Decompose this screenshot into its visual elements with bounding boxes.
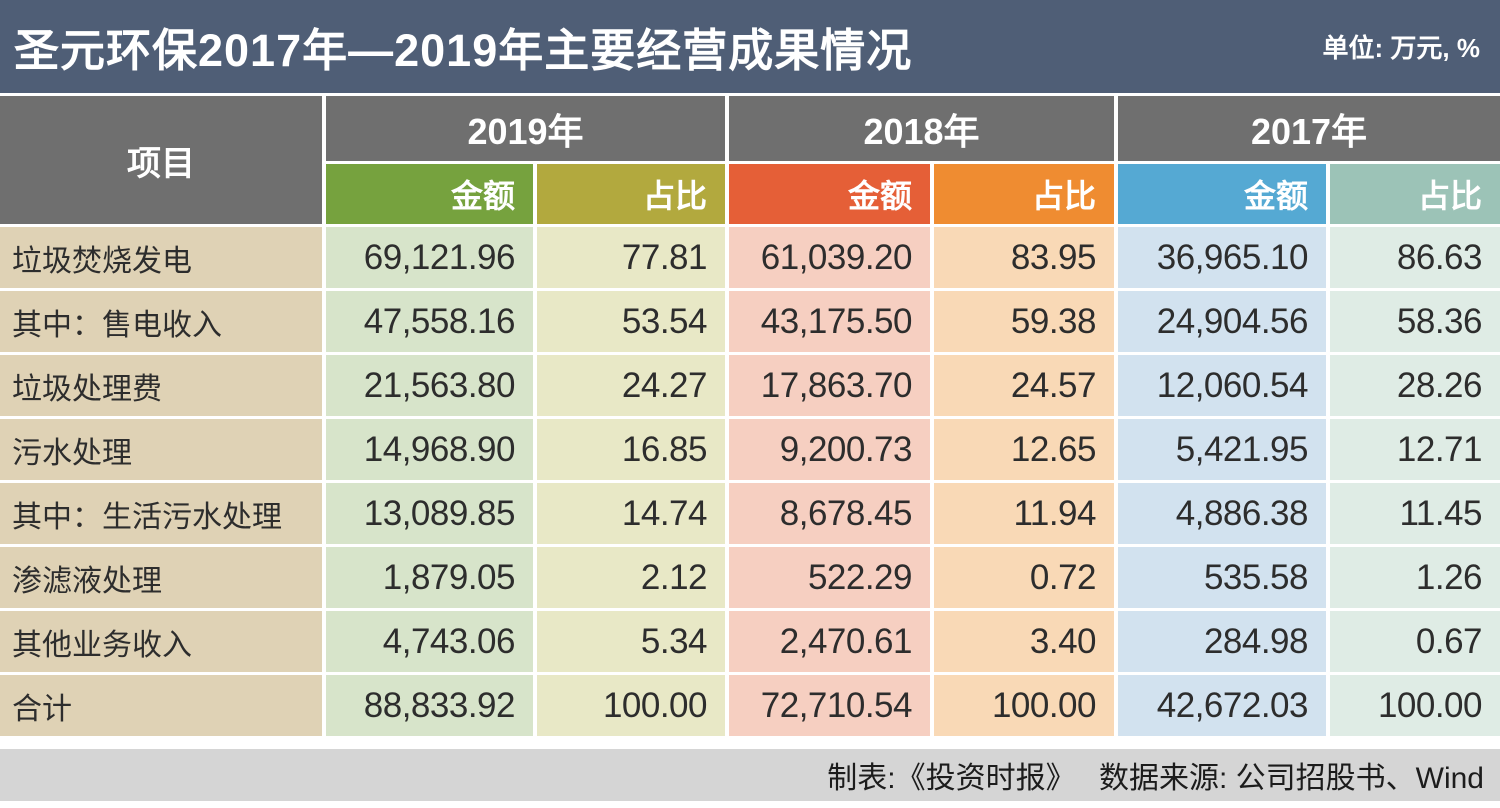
item-cell: 污水处理 <box>0 419 322 480</box>
header-2018: 2018年 <box>729 96 1114 161</box>
cell-2018-amount: 522.29 <box>729 547 930 608</box>
table-row: 垃圾焚烧发电 69,121.96 77.81 61,039.20 83.95 3… <box>0 227 1500 288</box>
cell-2018-amount: 2,470.61 <box>729 611 930 672</box>
cell-2018-amount: 17,863.70 <box>729 355 930 416</box>
cell-2018-ratio: 12.65 <box>934 419 1114 480</box>
subheader-2018-ratio: 占比 <box>934 164 1114 224</box>
subheader-2017-amount: 金额 <box>1118 164 1326 224</box>
table-row: 垃圾处理费 21,563.80 24.27 17,863.70 24.57 12… <box>0 355 1500 416</box>
cell-2019-ratio: 14.74 <box>537 483 725 544</box>
cell-2019-ratio: 16.85 <box>537 419 725 480</box>
header-2017: 2017年 <box>1118 96 1500 161</box>
cell-2017-amount: 284.98 <box>1118 611 1326 672</box>
table-row: 其中：售电收入 47,558.16 53.54 43,175.50 59.38 … <box>0 291 1500 352</box>
table-row: 渗滤液处理 1,879.05 2.12 522.29 0.72 535.58 1… <box>0 547 1500 608</box>
cell-2017-ratio: 86.63 <box>1330 227 1500 288</box>
table-row: 其中：生活污水处理 13,089.85 14.74 8,678.45 11.94… <box>0 483 1500 544</box>
cell-2018-amount: 61,039.20 <box>729 227 930 288</box>
subheader-2019-ratio: 占比 <box>537 164 725 224</box>
subheader-2019-amount: 金额 <box>326 164 533 224</box>
cell-2019-amount: 1,879.05 <box>326 547 533 608</box>
cell-2018-ratio: 3.40 <box>934 611 1114 672</box>
results-table: 项目 2019年 2018年 2017年 金额 占比 金额 占比 金额 占比 垃… <box>0 93 1500 739</box>
table-row: 其他业务收入 4,743.06 5.34 2,470.61 3.40 284.9… <box>0 611 1500 672</box>
cell-2019-amount: 47,558.16 <box>326 291 533 352</box>
item-cell: 其中：售电收入 <box>0 291 322 352</box>
header-item: 项目 <box>0 96 322 224</box>
cell-2019-amount: 4,743.06 <box>326 611 533 672</box>
cell-2017-ratio: 0.67 <box>1330 611 1500 672</box>
cell-2017-amount: 24,904.56 <box>1118 291 1326 352</box>
cell-2018-amount: 43,175.50 <box>729 291 930 352</box>
table-row-total: 合计 88,833.92 100.00 72,710.54 100.00 42,… <box>0 675 1500 736</box>
cell-2017-ratio: 28.26 <box>1330 355 1500 416</box>
cell-2018-ratio: 59.38 <box>934 291 1114 352</box>
cell-2017-amount: 36,965.10 <box>1118 227 1326 288</box>
cell-2019-ratio: 53.54 <box>537 291 725 352</box>
cell-2017-ratio: 58.36 <box>1330 291 1500 352</box>
cell-2019-ratio: 24.27 <box>537 355 725 416</box>
page-title: 圣元环保2017年—2019年主要经营成果情况 <box>14 25 913 76</box>
cell-2017-amount: 5,421.95 <box>1118 419 1326 480</box>
item-cell: 其中：生活污水处理 <box>0 483 322 544</box>
cell-2018-amount: 8,678.45 <box>729 483 930 544</box>
cell-2018-ratio: 11.94 <box>934 483 1114 544</box>
header-2019: 2019年 <box>326 96 725 161</box>
cell-2017-ratio: 1.26 <box>1330 547 1500 608</box>
cell-2017-amount: 12,060.54 <box>1118 355 1326 416</box>
cell-2019-amount: 88,833.92 <box>326 675 533 736</box>
cell-2017-ratio: 12.71 <box>1330 419 1500 480</box>
cell-2018-ratio: 0.72 <box>934 547 1114 608</box>
item-cell: 垃圾处理费 <box>0 355 322 416</box>
cell-2017-amount: 535.58 <box>1118 547 1326 608</box>
cell-2018-ratio: 83.95 <box>934 227 1114 288</box>
cell-2017-ratio: 11.45 <box>1330 483 1500 544</box>
cell-2018-amount: 72,710.54 <box>729 675 930 736</box>
cell-2019-amount: 21,563.80 <box>326 355 533 416</box>
cell-2019-ratio: 2.12 <box>537 547 725 608</box>
footer-bar: 制表:《投资时报》 数据来源: 公司招股书、Wind <box>0 749 1500 801</box>
cell-2019-amount: 13,089.85 <box>326 483 533 544</box>
item-cell: 合计 <box>0 675 322 736</box>
cell-2017-amount: 4,886.38 <box>1118 483 1326 544</box>
cell-2018-amount: 9,200.73 <box>729 419 930 480</box>
cell-2019-ratio: 5.34 <box>537 611 725 672</box>
cell-2018-ratio: 100.00 <box>934 675 1114 736</box>
year-header-row: 项目 2019年 2018年 2017年 <box>0 96 1500 224</box>
footer-credit: 制表:《投资时报》 数据来源: 公司招股书、Wind <box>827 762 1484 795</box>
item-cell: 其他业务收入 <box>0 611 322 672</box>
cell-2017-amount: 42,672.03 <box>1118 675 1326 736</box>
sub-header-row: 金额 占比 金额 占比 金额 占比 <box>0 164 1500 224</box>
title-bar: 圣元环保2017年—2019年主要经营成果情况 单位: 万元, % <box>0 0 1500 93</box>
subheader-2017-ratio: 占比 <box>1330 164 1500 224</box>
cell-2017-ratio: 100.00 <box>1330 675 1500 736</box>
cell-2019-amount: 14,968.90 <box>326 419 533 480</box>
item-cell: 渗滤液处理 <box>0 547 322 608</box>
cell-2019-ratio: 100.00 <box>537 675 725 736</box>
item-cell: 垃圾焚烧发电 <box>0 227 322 288</box>
subheader-2018-amount: 金额 <box>729 164 930 224</box>
cell-2019-amount: 69,121.96 <box>326 227 533 288</box>
unit-label: 单位: 万元, % <box>1322 33 1480 63</box>
cell-2018-ratio: 24.57 <box>934 355 1114 416</box>
cell-2019-ratio: 77.81 <box>537 227 725 288</box>
table-row: 污水处理 14,968.90 16.85 9,200.73 12.65 5,42… <box>0 419 1500 480</box>
